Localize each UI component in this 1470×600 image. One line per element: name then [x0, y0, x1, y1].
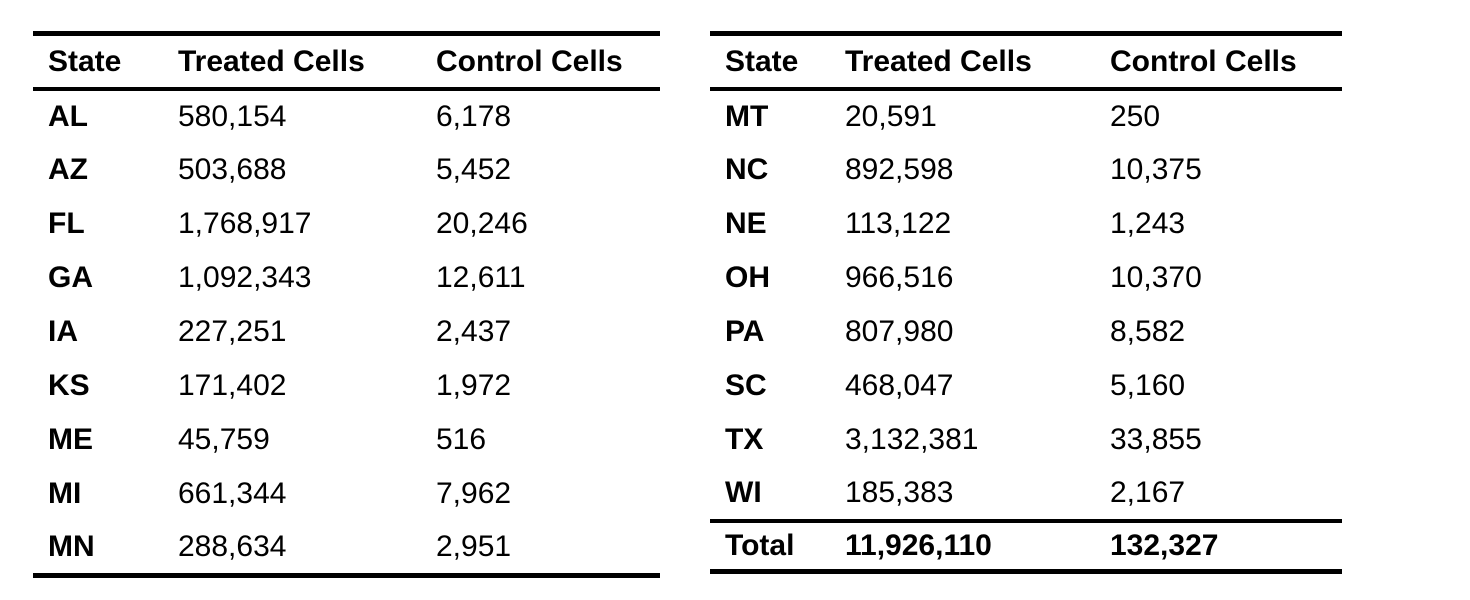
table-row: KS 171,402 1,972	[33, 359, 660, 413]
state-cell: SC	[725, 369, 767, 402]
state-cell: MT	[725, 100, 769, 133]
treated-cells-value: 468,047	[845, 369, 954, 402]
state-cell: NC	[725, 153, 769, 186]
treated-cells-value: 1,092,343	[178, 261, 312, 294]
column-header-state: State	[710, 33, 830, 91]
column-header-control: Control Cells	[1095, 33, 1342, 91]
control-cells-value: 20,246	[436, 207, 528, 240]
total-control-cells-value: 132,327	[1095, 519, 1342, 571]
state-cell: WI	[725, 476, 762, 509]
table-row: ME 45,759 516	[33, 413, 660, 467]
control-cells-value: 33,855	[1110, 423, 1202, 456]
column-header-control: Control Cells	[421, 33, 660, 91]
header-row: State Treated Cells Control Cells	[33, 33, 660, 91]
treated-cells-value: 185,383	[845, 476, 954, 509]
control-cells-value: 6,178	[436, 100, 512, 133]
control-cells-value: 2,951	[436, 529, 512, 563]
left-table-header: State Treated Cells Control Cells	[33, 33, 660, 91]
table-row: GA 1,092,343 12,611	[33, 251, 660, 305]
state-cell: AZ	[48, 153, 88, 186]
left-state-table: State Treated Cells Control Cells AL 580,…	[33, 31, 660, 578]
table-row: MN 288,634 2,951	[33, 521, 660, 575]
control-cells-value: 1,972	[436, 369, 512, 402]
column-header-treated: Treated Cells	[163, 33, 421, 91]
treated-cells-value: 661,344	[178, 477, 287, 510]
treated-cells-value: 45,759	[178, 423, 270, 456]
treated-cells-value: 966,516	[845, 261, 954, 294]
treated-cells-value: 20,591	[845, 100, 937, 133]
state-cell: ME	[48, 423, 93, 456]
right-table-header: State Treated Cells Control Cells	[710, 33, 1342, 91]
treated-cells-value: 892,598	[845, 153, 954, 186]
state-cell: NE	[725, 207, 767, 240]
state-cell: FL	[48, 207, 85, 240]
treated-cells-value: 3,132,381	[845, 423, 979, 456]
control-cells-value: 7,962	[436, 477, 512, 510]
treated-cells-value: 227,251	[178, 315, 287, 348]
state-cell: GA	[48, 261, 93, 294]
table-row: MI 661,344 7,962	[33, 467, 660, 521]
table-row: FL 1,768,917 20,246	[33, 197, 660, 251]
total-treated-cells-value: 11,926,110	[830, 519, 1095, 571]
state-cell: AL	[48, 100, 88, 133]
state-cell: PA	[725, 315, 765, 348]
treated-cells-value: 807,980	[845, 315, 954, 348]
treated-cells-value: 171,402	[178, 369, 287, 402]
total-row: Total 11,926,110 132,327	[710, 519, 1342, 571]
table-row: AL 580,154 6,178	[33, 89, 660, 143]
column-header-state: State	[33, 33, 163, 91]
table-row: NC 892,598 10,375	[710, 143, 1342, 197]
right-table-footer: Total 11,926,110 132,327	[710, 519, 1342, 571]
control-cells-value: 516	[436, 423, 487, 456]
treated-cells-value: 288,634	[178, 529, 287, 563]
state-cell: MI	[48, 477, 82, 510]
left-table-body: AL 580,154 6,178 AZ 503,688 5,452 FL 1,768,917 2…	[33, 89, 660, 575]
treated-cells-value: 113,122	[845, 207, 952, 240]
control-cells-value: 2,167	[1110, 476, 1186, 509]
treated-cells-value: 503,688	[178, 153, 287, 186]
table-row: PA 807,980 8,582	[710, 305, 1342, 359]
control-cells-value: 5,452	[436, 153, 512, 186]
table-row: NE 113,122 1,243	[710, 197, 1342, 251]
control-cells-value: 250	[1110, 100, 1161, 133]
state-cell: TX	[725, 423, 764, 456]
total-label: Total	[710, 519, 830, 571]
right-table-body: MT 20,591 250 NC 892,598 10,375 NE 113,122 1,243…	[710, 89, 1342, 521]
table-row: AZ 503,688 5,452	[33, 143, 660, 197]
header-row: State Treated Cells Control Cells	[710, 33, 1342, 91]
table-row: MT 20,591 250	[710, 89, 1342, 143]
right-state-table: State Treated Cells Control Cells MT 20,5…	[710, 31, 1342, 574]
table-row: WI 185,383 2,167	[710, 467, 1342, 521]
table-row: SC 468,047 5,160	[710, 359, 1342, 413]
table-row: OH 966,516 10,370	[710, 251, 1342, 305]
control-cells-value: 10,370	[1110, 261, 1202, 294]
state-cell: IA	[48, 315, 78, 348]
state-cell: OH	[725, 261, 770, 294]
table-row: IA 227,251 2,437	[33, 305, 660, 359]
control-cells-value: 10,375	[1110, 153, 1202, 186]
treated-cells-value: 580,154	[178, 100, 287, 133]
state-cell: KS	[48, 369, 90, 402]
control-cells-value: 5,160	[1110, 369, 1186, 402]
table-row: TX 3,132,381 33,855	[710, 413, 1342, 467]
control-cells-value: 8,582	[1110, 315, 1186, 348]
control-cells-value: 1,243	[1110, 207, 1186, 240]
state-cell: MN	[48, 529, 95, 563]
control-cells-value: 2,437	[436, 315, 512, 348]
treated-cells-value: 1,768,917	[178, 207, 312, 240]
control-cells-value: 12,611	[436, 261, 526, 294]
column-header-treated: Treated Cells	[830, 33, 1095, 91]
